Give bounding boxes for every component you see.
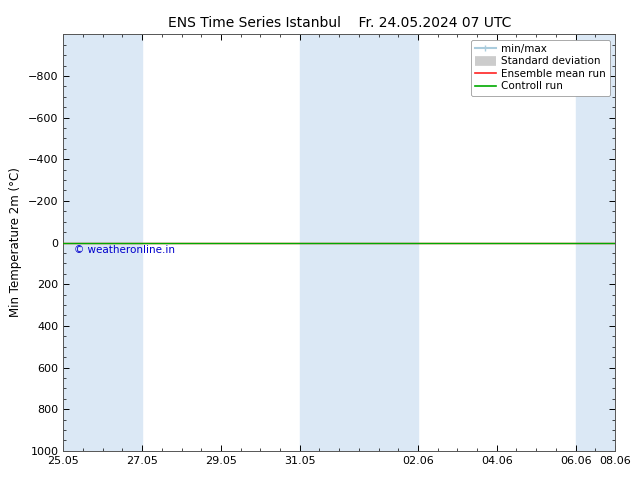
Bar — [576, 34, 615, 451]
Bar — [63, 34, 142, 451]
Text: © weatheronline.in: © weatheronline.in — [74, 245, 176, 255]
Bar — [300, 34, 418, 451]
Title: ENS Time Series Istanbul    Fr. 24.05.2024 07 UTC: ENS Time Series Istanbul Fr. 24.05.2024 … — [167, 16, 511, 30]
Legend: min/max, Standard deviation, Ensemble mean run, Controll run: min/max, Standard deviation, Ensemble me… — [470, 40, 610, 96]
Y-axis label: Min Temperature 2m (°C): Min Temperature 2m (°C) — [10, 168, 22, 318]
